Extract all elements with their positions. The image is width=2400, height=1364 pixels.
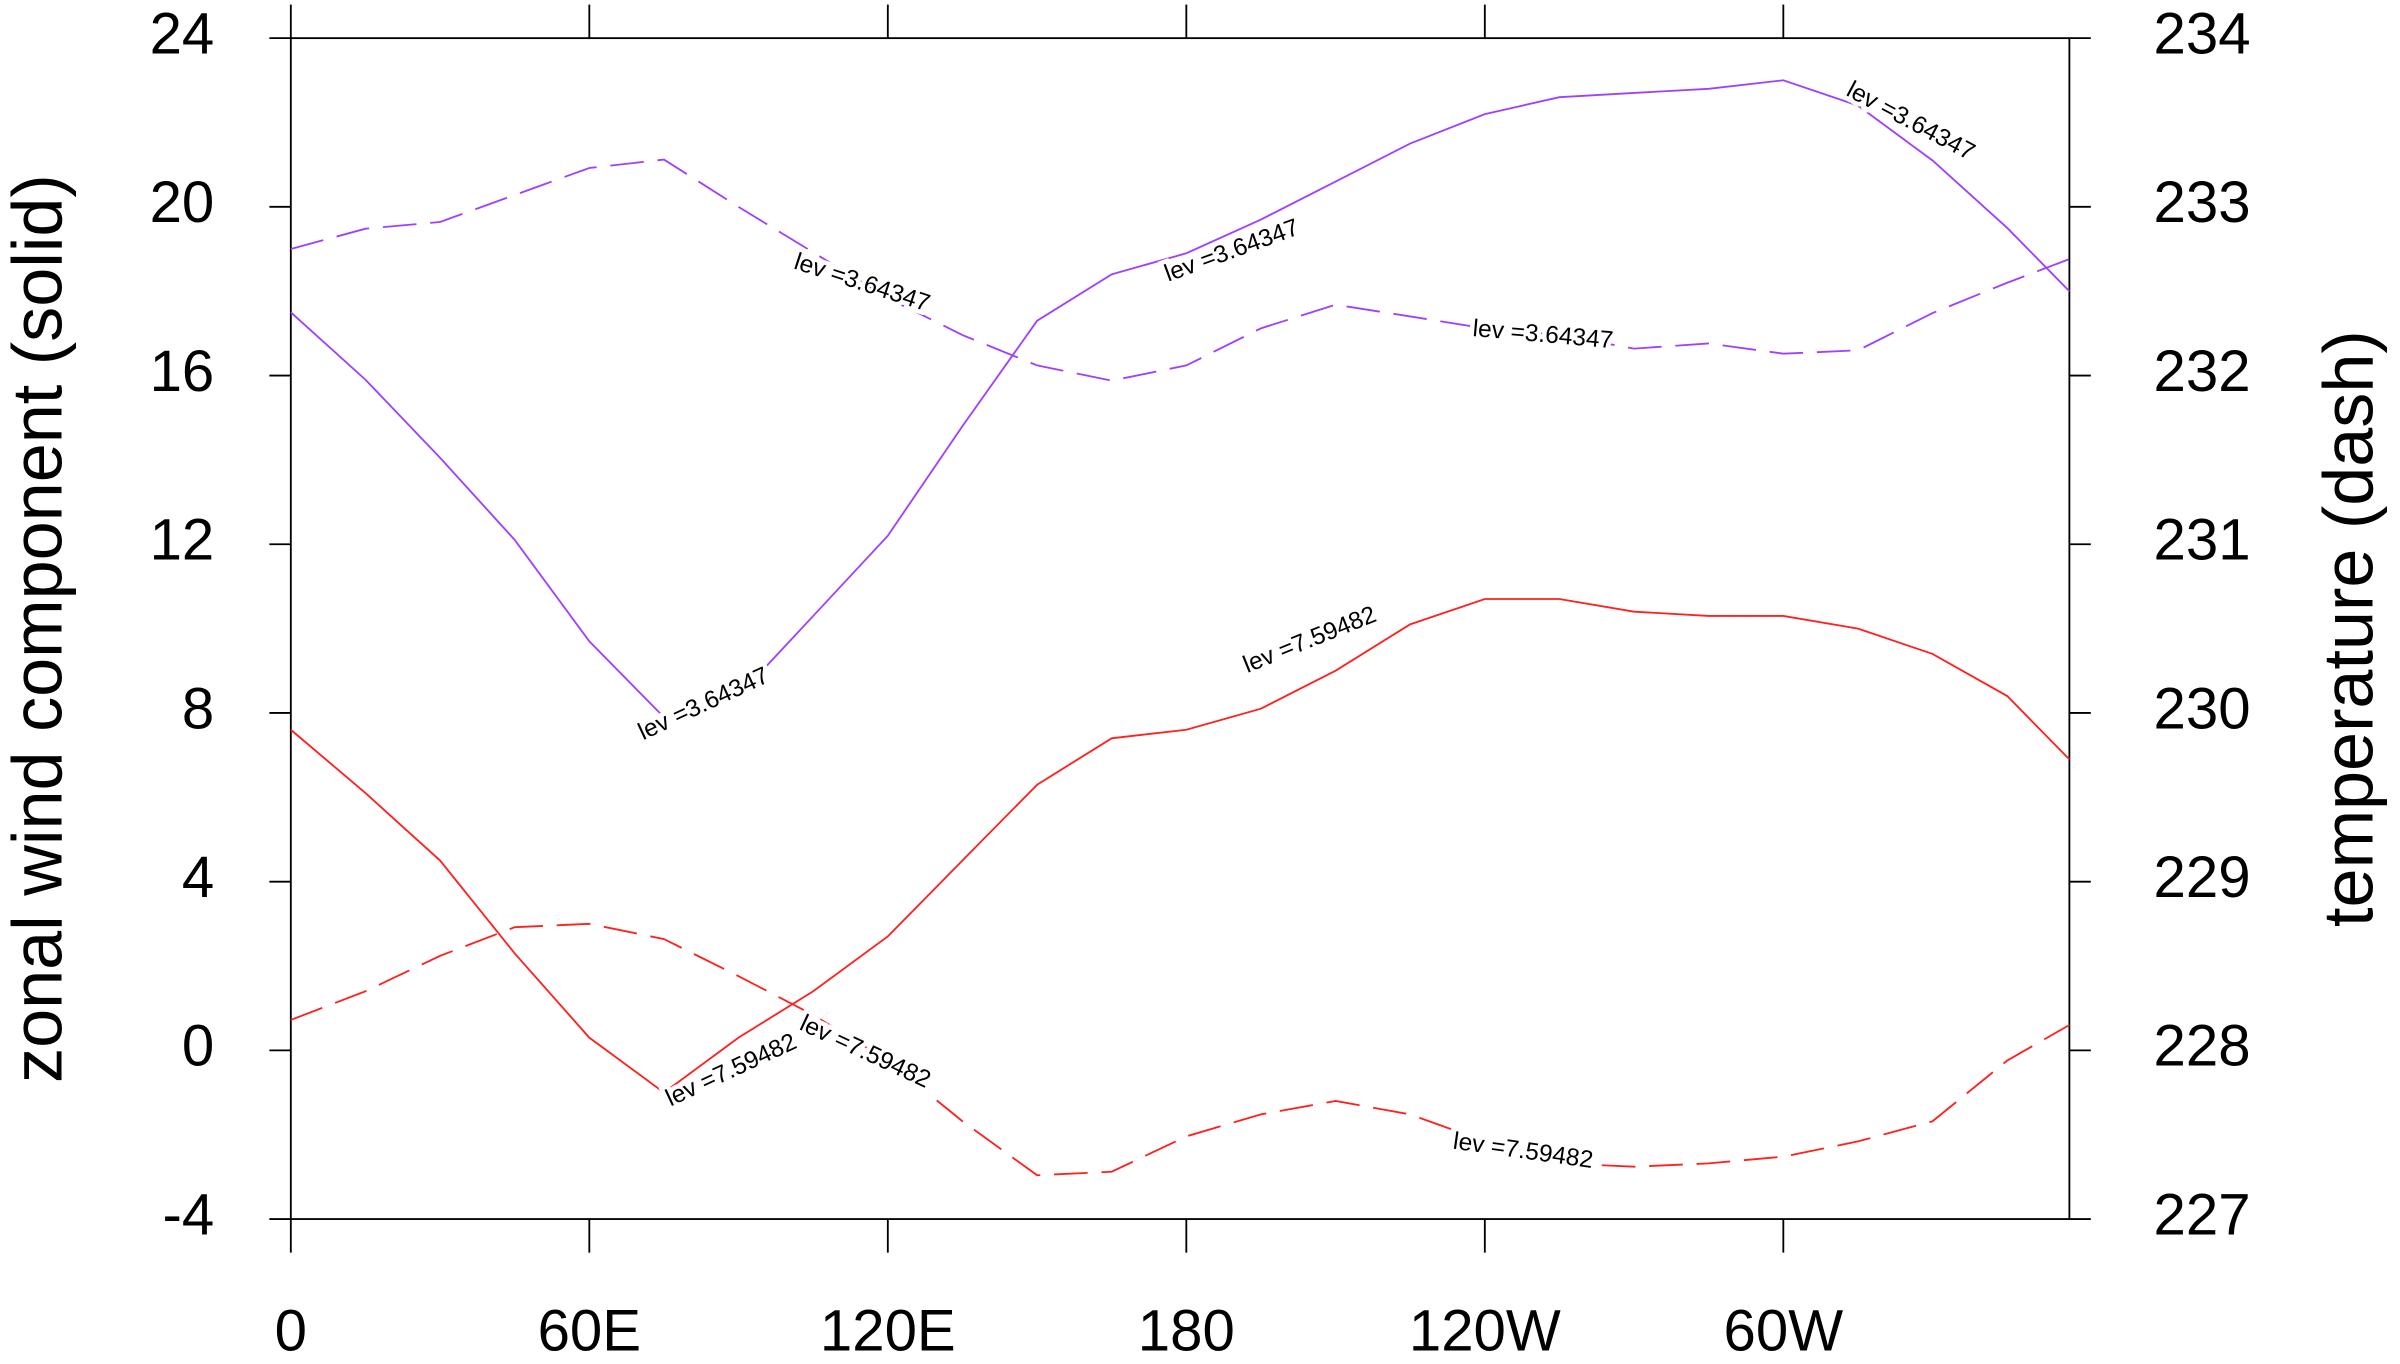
y-tick-label: 4 <box>182 845 214 910</box>
y-tick-label: -4 <box>163 1182 215 1247</box>
y-tick-label: 12 <box>150 508 215 573</box>
line-label: lev =7.59482 <box>1451 1128 1594 1174</box>
series-line <box>290 79 2071 719</box>
plot-frame <box>289 37 2071 1220</box>
y2-tick-label: 227 <box>2154 1182 2251 1247</box>
line-label: lev =7.59482 <box>1239 601 1380 679</box>
x-tick-label: 60E <box>538 1298 641 1363</box>
line-label: lev =3.64347 <box>1842 76 1979 166</box>
y2-tick-label: 229 <box>2154 845 2251 910</box>
y2-tick-label: 228 <box>2154 1014 2251 1079</box>
series-line <box>290 598 2071 1094</box>
y-axis-title: zonal wind component (solid) <box>0 174 76 1083</box>
y-tick-label: 20 <box>150 170 215 235</box>
x-tick-label: 120E <box>820 1298 956 1363</box>
y-tick-label: 0 <box>182 1014 214 1079</box>
series-line <box>290 922 2070 1177</box>
y2-tick-label: 231 <box>2154 508 2251 573</box>
line-label: lev =3.64347 <box>791 248 933 317</box>
y2-tick-label: 233 <box>2154 170 2251 235</box>
line-label: lev =7.59482 <box>662 1028 801 1112</box>
line-label: lev =3.64347 <box>634 662 773 746</box>
x-tick-label: 120W <box>1409 1298 1561 1363</box>
y2-tick-label: 232 <box>2154 339 2251 404</box>
x-tick-label: 0 <box>275 1298 307 1363</box>
series-line <box>290 158 2070 382</box>
line-label: lev =7.59482 <box>796 1010 935 1094</box>
y-tick-label: 8 <box>182 676 214 741</box>
x-tick-label: 180 <box>1138 1298 1235 1363</box>
line-label: lev =3.64347 <box>1161 214 1303 287</box>
x-tick-label: 60W <box>1724 1298 1844 1363</box>
y2-tick-label: 234 <box>2154 2 2251 67</box>
y2-axis-title: temperature (dash) <box>2309 330 2388 927</box>
y2-tick-label: 230 <box>2154 676 2251 741</box>
y-tick-label: 16 <box>150 339 215 404</box>
line-label: lev =3.64347 <box>1472 315 1615 354</box>
y-tick-label: 24 <box>150 2 215 67</box>
